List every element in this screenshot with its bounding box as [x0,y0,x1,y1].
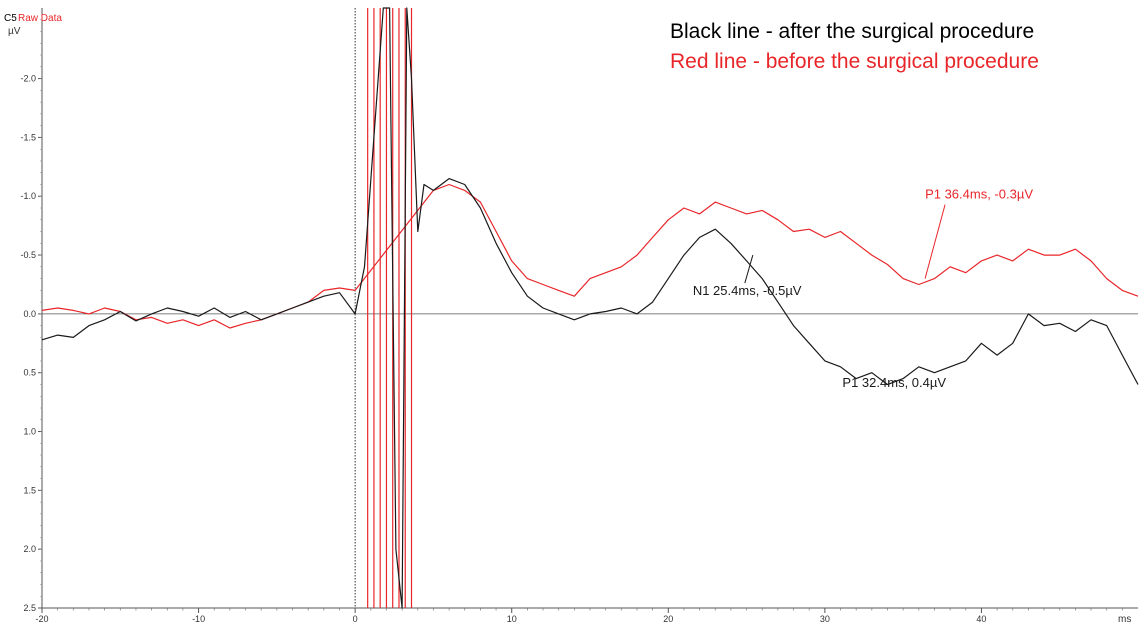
y-tick-label: -2.0 [20,74,36,84]
x-tick-label: -10 [192,614,205,624]
y-tick-label: 2.5 [23,603,36,613]
red-series-line [41,183,1139,329]
x-unit-label: ms [1118,614,1131,625]
x-tick-label: 40 [976,614,986,624]
annotation-p1_black: P1 32.4ms, 0.4µV [842,375,946,390]
y-tick-label: 0.5 [23,368,36,378]
black-series-line [41,7,1139,609]
x-tick-label: 0 [353,614,358,624]
y-tick-label: 2.0 [23,544,36,554]
x-tick-label: 10 [507,614,517,624]
annotation-leader-line [744,254,754,284]
y-tick-label: 1.5 [23,485,36,495]
channel-label: C5 [4,13,17,24]
y-tick-label: 0.0 [23,309,36,319]
y-tick-label: -1.0 [20,191,36,201]
y-unit-label: µV [8,26,21,37]
x-tick-label: 20 [663,614,673,624]
annotation-p1_red: P1 36.4ms, -0.3µV [925,187,1033,202]
x-tick-label: 30 [820,614,830,624]
y-tick-label: 1.0 [23,427,36,437]
y-tick-label: -0.5 [20,250,36,260]
annotation-n1_black: N1 25.4ms, -0.5µV [693,283,802,298]
y-tick-label: -1.5 [20,132,36,142]
annotation-leader-line [924,204,946,279]
legend-red: Red line - before the surgical procedure [670,50,1039,73]
x-tick-label: -20 [35,614,48,624]
legend-black: Black line - after the surgical procedur… [670,20,1034,43]
raw-data-label: Raw Data [18,13,62,24]
